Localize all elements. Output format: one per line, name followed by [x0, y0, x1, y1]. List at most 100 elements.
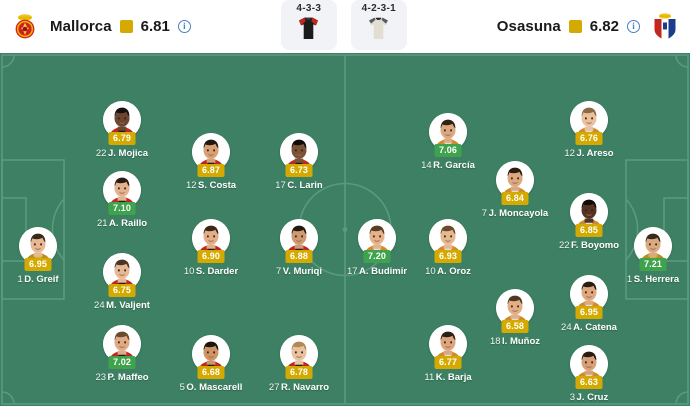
- player-name-label: 17 C. Larin: [275, 180, 322, 191]
- player-marker[interactable]: 6.77 11 K. Barja: [413, 325, 483, 383]
- player-photo-wrap[interactable]: 6.84: [496, 161, 534, 205]
- player-number: 22: [95, 148, 107, 159]
- player-number: 1: [626, 274, 633, 285]
- player-name-label: 7 J. Moncayola: [482, 208, 548, 219]
- player-photo-wrap[interactable]: 6.93: [429, 219, 467, 263]
- home-info-icon[interactable]: i: [177, 20, 191, 33]
- player-rating-badge: 7.02: [108, 356, 136, 369]
- player-photo-wrap[interactable]: 7.20: [358, 219, 396, 263]
- player-name-label: 18 I. Muñoz: [490, 336, 540, 347]
- player-marker[interactable]: 6.84 7 J. Moncayola: [480, 161, 550, 219]
- player-photo-wrap[interactable]: 6.95: [570, 275, 608, 319]
- player-photo-wrap[interactable]: 6.58: [496, 289, 534, 333]
- player-photo-wrap[interactable]: 6.79: [103, 101, 141, 145]
- player-number: 22: [558, 240, 570, 251]
- player-name-label: 27 R. Navarro: [269, 382, 329, 393]
- home-team-summary[interactable]: Mallorca 6.81 i: [0, 10, 191, 44]
- player-marker[interactable]: 6.73 17 C. Larin: [264, 133, 334, 191]
- player-photo-wrap[interactable]: 6.78: [280, 335, 318, 379]
- player-marker[interactable]: 6.88 7 V. Muriqi: [264, 219, 334, 277]
- player-photo-wrap[interactable]: 6.90: [192, 219, 230, 263]
- player-number: 24: [94, 300, 105, 311]
- player-name: R. García: [433, 160, 475, 171]
- home-kit-shirt-icon: [295, 15, 322, 41]
- player-photo-wrap[interactable]: 6.85: [570, 193, 608, 237]
- player-name: A. Oroz: [437, 266, 471, 277]
- player-marker[interactable]: 6.90 10 S. Darder: [176, 219, 246, 277]
- player-name: K. Barja: [435, 372, 472, 383]
- player-photo-wrap[interactable]: 7.21: [634, 227, 672, 271]
- player-number: 1: [17, 274, 23, 285]
- player-marker[interactable]: 6.87 12 S. Costa: [176, 133, 246, 191]
- player-marker[interactable]: 6.85 22 F. Boyomo: [554, 193, 624, 251]
- player-rating-badge: 6.73: [285, 164, 313, 177]
- player-marker[interactable]: 6.79 22 J. Mojica: [87, 101, 157, 159]
- player-name: S. Herrera: [633, 274, 680, 285]
- home-formation-card[interactable]: 4-3-3: [280, 0, 337, 50]
- player-marker[interactable]: 6.63 3 J. Cruz: [554, 345, 624, 403]
- player-rating-badge: 6.87: [197, 164, 225, 177]
- formations: 4-3-3 4-2-3-1: [191, 0, 497, 53]
- player-photo-wrap[interactable]: 7.10: [103, 171, 141, 215]
- player-name: J. Mojica: [107, 148, 149, 159]
- player-marker[interactable]: 7.10 21 A. Raillo: [87, 171, 157, 229]
- player-photo-wrap[interactable]: 6.88: [280, 219, 318, 263]
- player-marker[interactable]: 6.75 24 M. Valjent: [87, 253, 157, 311]
- away-formation-label: 4-2-3-1: [361, 3, 396, 14]
- home-team-rating: 6.81: [140, 18, 170, 35]
- player-marker[interactable]: 6.58 18 I. Muñoz: [480, 289, 550, 347]
- away-info-icon[interactable]: i: [627, 20, 640, 33]
- player-marker[interactable]: 6.95 1 D. Greif: [3, 227, 73, 285]
- player-rating-badge: 7.20: [363, 250, 391, 263]
- player-photo-wrap[interactable]: 6.76: [570, 101, 608, 145]
- away-formation-card[interactable]: 4-2-3-1: [350, 0, 407, 50]
- player-name-label: 14 R. García: [421, 160, 475, 171]
- player-name: C. Larin: [287, 180, 323, 191]
- player-photo-wrap[interactable]: 6.87: [192, 133, 230, 177]
- player-name-label: 10 S. Darder: [184, 266, 238, 277]
- player-rating-badge: 6.76: [575, 132, 603, 145]
- player-name-label: 3 J. Cruz: [570, 392, 608, 403]
- player-name-label: 24 M. Valjent: [94, 300, 150, 311]
- player-marker[interactable]: 6.93 10 A. Oroz: [413, 219, 483, 277]
- player-marker[interactable]: 6.78 27 R. Navarro: [264, 335, 334, 393]
- player-name: J. Areso: [576, 148, 614, 159]
- player-photo-wrap[interactable]: 6.77: [429, 325, 467, 369]
- player-number: 17: [275, 180, 286, 191]
- player-name: A. Catena: [573, 322, 617, 333]
- mallorca-crest-icon: [8, 10, 42, 44]
- player-name-label: 5 O. Mascarell: [180, 382, 243, 393]
- player-name: O. Mascarell: [186, 382, 243, 393]
- player-photo-wrap[interactable]: 6.63: [570, 345, 608, 389]
- player-rating-badge: 6.68: [197, 366, 225, 379]
- player-marker[interactable]: 7.06 14 R. García: [413, 113, 483, 171]
- player-name: V. Muriqi: [282, 266, 323, 277]
- player-name: I. Muñoz: [502, 336, 541, 347]
- player-number: 17: [346, 266, 358, 277]
- player-name-label: 10 A. Oroz: [425, 266, 471, 277]
- player-name: S. Costa: [198, 180, 237, 191]
- player-rating-badge: 6.93: [434, 250, 462, 263]
- player-number: 10: [425, 266, 436, 277]
- player-rating-badge: 6.75: [108, 284, 136, 297]
- player-rating-badge: 6.77: [434, 356, 462, 369]
- away-team-summary[interactable]: Osasuna 6.82 i: [497, 10, 690, 44]
- player-photo-wrap[interactable]: 6.95: [19, 227, 57, 271]
- player-marker[interactable]: 6.95 24 A. Catena: [554, 275, 624, 333]
- player-marker[interactable]: 7.02 23 P. Maffeo: [87, 325, 157, 383]
- player-number: 11: [424, 372, 435, 383]
- player-number: 18: [489, 336, 501, 347]
- player-photo-wrap[interactable]: 7.06: [429, 113, 467, 157]
- player-photo-wrap[interactable]: 6.73: [280, 133, 318, 177]
- player-name: R. Navarro: [281, 382, 330, 393]
- player-marker[interactable]: 7.20 17 A. Budimir: [342, 219, 412, 277]
- player-marker[interactable]: 7.21 1 S. Herrera: [618, 227, 688, 285]
- player-photo-wrap[interactable]: 6.68: [192, 335, 230, 379]
- player-marker[interactable]: 6.76 12 J. Areso: [554, 101, 624, 159]
- player-photo-wrap[interactable]: 6.75: [103, 253, 141, 297]
- player-name: J. Cruz: [576, 392, 609, 403]
- player-name-label: 21 A. Raillo: [97, 218, 147, 229]
- player-number: 10: [183, 266, 195, 277]
- player-photo-wrap[interactable]: 7.02: [103, 325, 141, 369]
- player-marker[interactable]: 6.68 5 O. Mascarell: [176, 335, 246, 393]
